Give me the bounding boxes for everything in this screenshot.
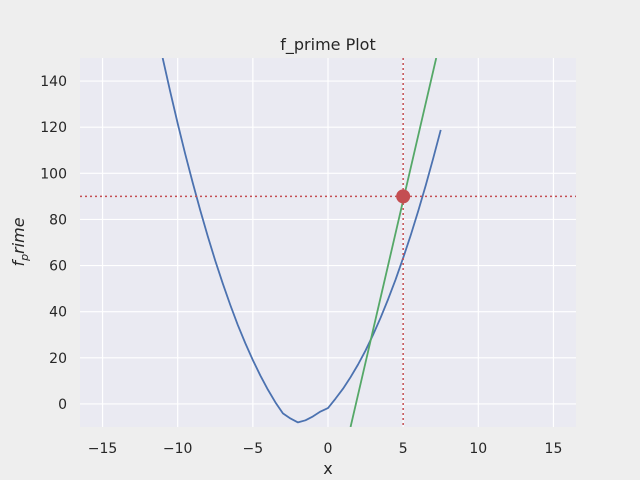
y-tick-label: 80 xyxy=(49,212,67,228)
x-tick-labels: −15 −10 −5 0 5 10 15 xyxy=(88,441,563,457)
y-axis-label: fprime xyxy=(9,217,31,266)
x-tick-label: −10 xyxy=(163,441,193,457)
y-axis-label-rest: rime xyxy=(9,217,28,254)
series-layer xyxy=(80,58,576,427)
f-prime-curve xyxy=(161,58,442,424)
x-tick-label: 5 xyxy=(399,441,408,457)
x-tick-label: −5 xyxy=(243,441,264,457)
x-tick-label: −15 xyxy=(88,441,118,457)
y-axis-label-sub: p xyxy=(18,254,31,262)
y-tick-label: 100 xyxy=(40,166,67,182)
x-tick-label: 10 xyxy=(469,441,487,457)
y-tick-label: 40 xyxy=(49,305,67,321)
x-axis-label: x xyxy=(323,459,332,478)
highlight-point xyxy=(396,189,411,204)
y-tick-label: 60 xyxy=(49,259,67,275)
y-axis-label-base: f xyxy=(9,259,28,267)
y-tick-labels: 0 20 40 60 80 100 120 140 xyxy=(40,74,67,413)
grid-lines xyxy=(80,58,576,427)
y-tick-label: 20 xyxy=(49,351,67,367)
tangent-line xyxy=(349,58,438,427)
chart-title: f_prime Plot xyxy=(280,35,375,55)
y-tick-label: 140 xyxy=(40,74,67,90)
x-tick-label: 0 xyxy=(324,441,333,457)
y-tick-label: 120 xyxy=(40,120,67,136)
x-tick-label: 15 xyxy=(545,441,563,457)
y-tick-label: 0 xyxy=(58,397,67,413)
